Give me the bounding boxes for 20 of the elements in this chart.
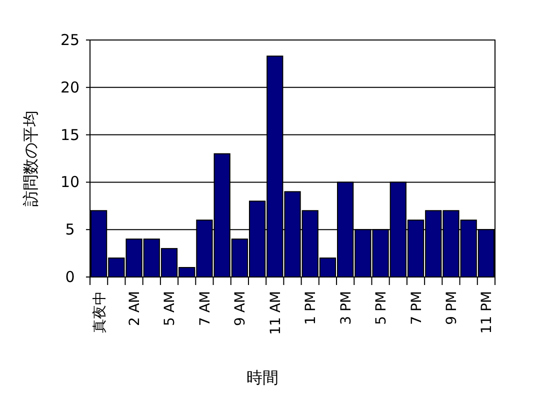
x-tick-label: 3 PM: [338, 291, 354, 325]
x-tick-label: 11 AM: [268, 291, 284, 335]
y-tick-label: 20: [60, 78, 80, 96]
y-axis-title: 訪問数の平均: [21, 110, 40, 206]
x-tick-label: 7 PM: [408, 291, 425, 325]
x-tick-label: 1 PM: [303, 291, 320, 325]
y-tick-label: 25: [60, 31, 80, 49]
x-axis-title: 時間: [246, 368, 278, 387]
x-tick-label: 2 AM: [127, 291, 144, 326]
x-tick-label: 真夜中: [92, 291, 108, 333]
x-tick-label: 7 AM: [197, 291, 214, 326]
x-tick-label: 9 AM: [232, 291, 249, 326]
y-tick-label: 0: [65, 268, 75, 286]
x-tick-label: 5 AM: [162, 291, 178, 326]
y-tick-label: 15: [60, 126, 80, 144]
y-tick-label: 10: [60, 173, 80, 192]
x-tick-label: 11 PM: [479, 291, 496, 334]
y-tick-label: 5: [65, 220, 75, 239]
x-tick-label: 9 PM: [444, 291, 460, 325]
x-tick-label: 5 PM: [374, 291, 390, 325]
